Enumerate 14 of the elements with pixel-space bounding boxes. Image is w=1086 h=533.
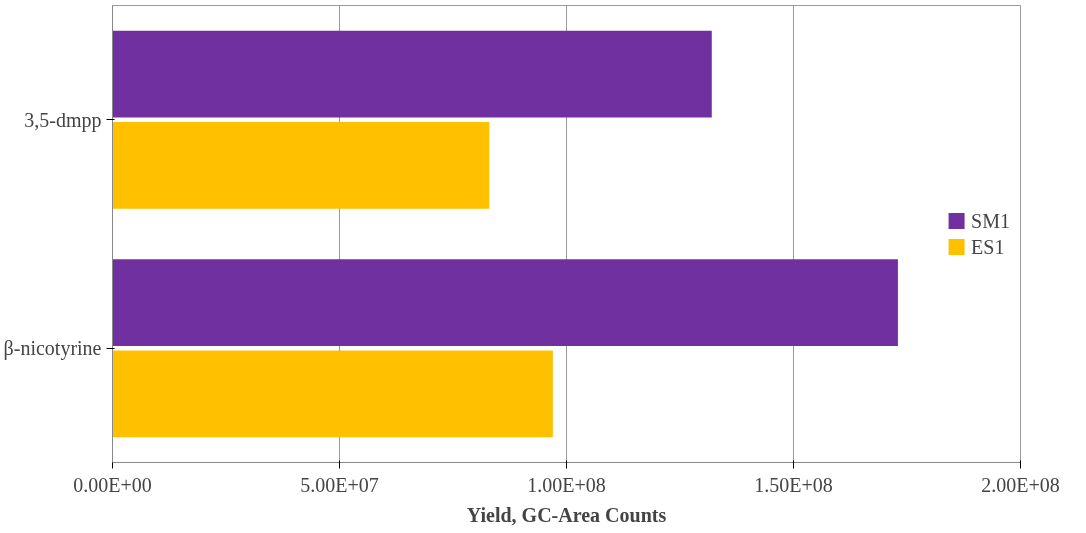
x-tick-label: 5.00E+07 [300, 473, 379, 496]
y-tick-label: 3,5-dmpp [24, 108, 102, 132]
y-tick-label: β-nicotyrine [3, 337, 102, 361]
bar [112, 259, 898, 346]
legend-label: ES1 [971, 235, 1005, 258]
legend-label: SM1 [971, 209, 1010, 232]
bar [112, 122, 490, 209]
bar [112, 350, 553, 438]
x-tick-label: 0.00E+00 [73, 473, 152, 496]
bar [112, 30, 712, 118]
x-tick-label: 1.50E+08 [754, 473, 833, 496]
x-tick-label: 1.00E+08 [527, 473, 606, 496]
x-axis-title: Yield, GC-Area Counts [466, 503, 667, 526]
x-tick-label: 2.00E+08 [981, 473, 1060, 496]
